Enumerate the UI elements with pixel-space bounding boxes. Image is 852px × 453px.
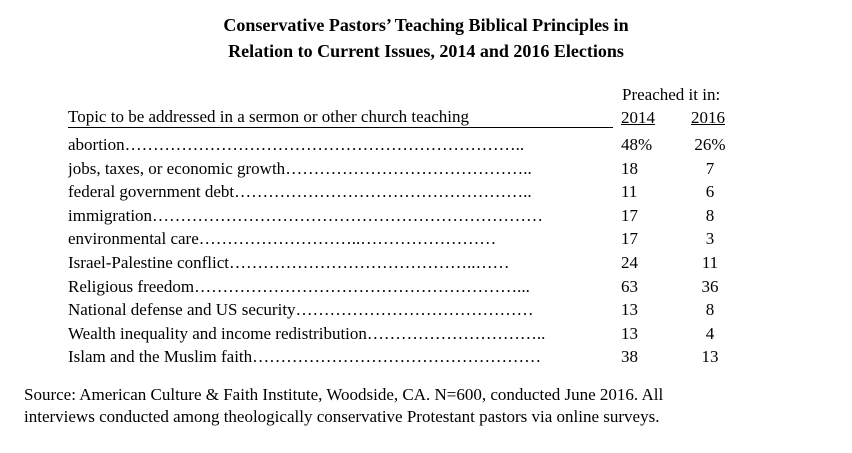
- topic-label: National defense and US security………………………: [68, 298, 616, 321]
- value-2016: 36: [701, 276, 719, 296]
- value-2014: 13: [621, 323, 638, 343]
- value-2014: 48%: [621, 135, 653, 154]
- dot-leader: ………………………..……………………: [198, 229, 497, 249]
- topic-text: National defense and US security: [68, 300, 296, 320]
- topic-label: Israel-Palestine conflict…………………………………….…: [68, 251, 616, 274]
- dot-leader: ……………………………………………: [252, 347, 542, 367]
- chart-title-line-1: Conservative Pastors’ Teaching Biblical …: [223, 15, 629, 35]
- dot-leader: ……………………………………..……: [228, 253, 510, 272]
- topic-text: environmental care: [68, 229, 199, 249]
- preached-header: Preached it in:: [622, 85, 721, 104]
- value-2016: 6: [705, 182, 715, 202]
- dot-leader: …………………………..: [366, 323, 546, 343]
- table-row: federal government debt………………………………………………: [68, 180, 768, 204]
- topic-label: Religious freedom…………………………………………………...: [68, 275, 616, 298]
- topic-text: Religious freedom: [68, 276, 195, 296]
- table-row: jobs, taxes, or economic growth…………………………: [68, 157, 768, 181]
- table-row: National defense and US security………………………: [68, 298, 768, 322]
- table-row: immigration…………………………………………………………… 17 8: [68, 204, 768, 228]
- topic-column-header: Topic to be addressed in a sermon or oth…: [68, 107, 613, 128]
- dot-leader: ……………………………………: [295, 300, 534, 320]
- value-2016: 11: [701, 253, 719, 272]
- table-row: Religious freedom…………………………………………………... 6…: [68, 275, 768, 299]
- dot-leader: ……………………………………………..: [234, 182, 532, 202]
- table-row: Israel-Palestine conflict…………………………………….…: [68, 251, 768, 275]
- topic-text: jobs, taxes, or economic growth: [68, 158, 286, 178]
- value-2014: 18: [621, 158, 638, 178]
- value-2016: 7: [705, 158, 715, 178]
- dot-leader: ……………………………………..: [285, 158, 532, 178]
- source-note-line-1: Source: American Culture & Faith Institu…: [24, 385, 664, 404]
- topic-label: jobs, taxes, or economic growth…………………………: [68, 157, 616, 180]
- topic-label: Islam and the Muslim faith………………………………………: [68, 345, 616, 368]
- topic-label: immigration……………………………………………………………: [68, 204, 616, 227]
- topic-text: immigration: [68, 205, 153, 225]
- table-row: Wealth inequality and income redistribut…: [68, 322, 768, 346]
- value-2014: 63: [621, 276, 638, 296]
- topic-text: federal government debt: [68, 182, 235, 202]
- value-2014: 17: [621, 205, 638, 225]
- chart-title-line-2: Relation to Current Issues, 2014 and 201…: [228, 41, 624, 61]
- topic-text: Islam and the Muslim faith: [68, 347, 253, 367]
- value-2014: 38: [621, 347, 638, 367]
- topic-label: abortion……………………………………………………………..: [68, 133, 616, 156]
- topic-text: abortion: [68, 135, 125, 154]
- value-2016: 8: [705, 205, 715, 225]
- value-2016: 26%: [694, 135, 726, 154]
- dot-leader: ……………………………………………………………: [152, 205, 544, 225]
- value-2016: 13: [701, 347, 719, 367]
- year-2016-header: 2016: [691, 108, 725, 127]
- value-2014: 24: [621, 253, 638, 272]
- topic-text: Wealth inequality and income redistribut…: [68, 323, 367, 343]
- topic-text: Israel-Palestine conflict: [68, 253, 229, 272]
- table-row: environmental care………………………..…………………… 17 3: [68, 227, 768, 251]
- year-2014-header: 2014: [621, 108, 655, 127]
- value-2014: 11: [621, 182, 638, 202]
- value-2016: 3: [705, 229, 715, 249]
- topic-label: federal government debt………………………………………………: [68, 180, 616, 203]
- topic-label: environmental care………………………..……………………: [68, 227, 616, 250]
- value-2014: 13: [621, 300, 638, 320]
- table-row: Islam and the Muslim faith………………………………………: [68, 345, 768, 369]
- value-2014: 17: [621, 229, 638, 249]
- value-2016: 4: [705, 323, 715, 343]
- value-2016: 8: [705, 300, 715, 320]
- dot-leader: …………………………………………………...: [194, 276, 530, 296]
- dot-leader: ……………………………………………………………..: [124, 135, 525, 154]
- source-note-line-2: interviews conducted among theologically…: [24, 407, 660, 426]
- topic-label: Wealth inequality and income redistribut…: [68, 322, 616, 345]
- table-row: abortion…………………………………………………………….. 48% 26%: [68, 133, 768, 157]
